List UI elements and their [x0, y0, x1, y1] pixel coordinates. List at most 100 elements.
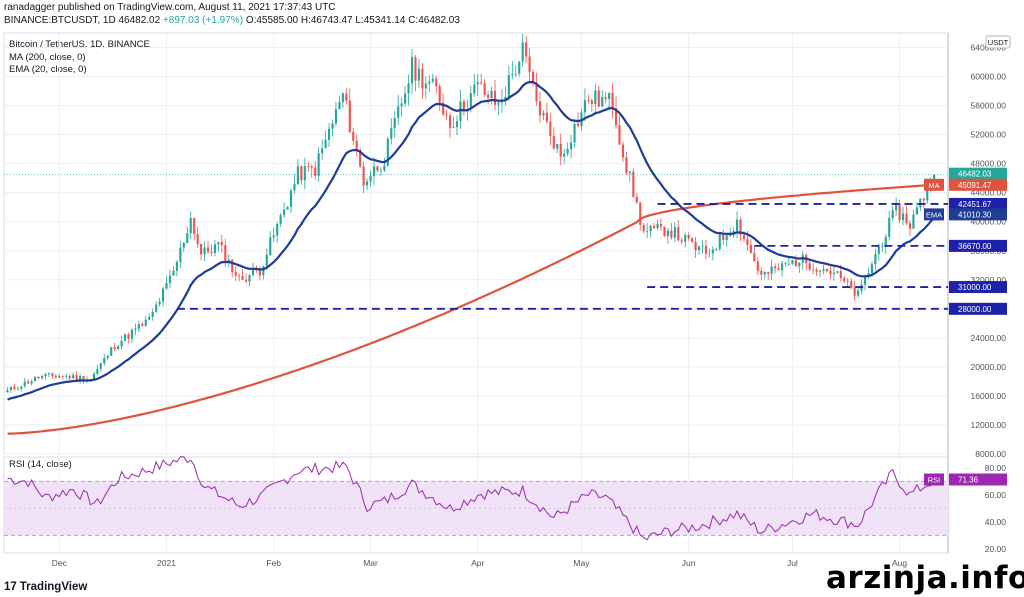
- candle-body: [725, 235, 728, 241]
- x-tick-label: Dec: [52, 558, 68, 568]
- tradingview-logo[interactable]: 17 TradingView: [4, 581, 87, 593]
- candle-body: [455, 121, 459, 128]
- rsi-tick-label: 20.00: [985, 544, 1007, 554]
- x-tick-label: Aug: [892, 558, 907, 568]
- candle-body: [293, 183, 296, 191]
- candle-body: [462, 101, 465, 112]
- y-tick-label: 40000.00: [971, 217, 1007, 227]
- candle-body: [659, 223, 663, 227]
- tradingview-brand: TradingView: [19, 581, 88, 593]
- candle-body: [117, 346, 120, 349]
- candle-body: [414, 57, 417, 81]
- candle-body: [469, 93, 472, 109]
- candle-body: [563, 153, 566, 157]
- candle-body: [359, 150, 362, 167]
- ohlc-low: L:45341.14: [355, 14, 406, 26]
- candle-body: [386, 138, 389, 166]
- candle-body: [92, 374, 95, 380]
- ema20-badge-label: EMA: [926, 210, 942, 219]
- x-tick-label: Jun: [682, 558, 696, 568]
- candle-body: [697, 246, 701, 250]
- candle-body: [137, 324, 140, 329]
- candle-body: [16, 388, 19, 390]
- candle-body: [248, 275, 251, 282]
- candle-body: [905, 213, 908, 224]
- candle-body: [791, 260, 794, 264]
- ma200-value-label: 45091.47: [958, 181, 992, 190]
- candle-body: [407, 83, 410, 94]
- candle-body: [445, 114, 448, 116]
- candle-body: [490, 90, 493, 98]
- candle-body: [753, 252, 756, 262]
- candle-body: [895, 203, 898, 211]
- candle-body: [912, 214, 915, 229]
- candle-body: [123, 334, 127, 341]
- candles-group: [6, 33, 936, 393]
- candle-body: [421, 68, 424, 89]
- candle-body: [514, 73, 517, 75]
- candle-body: [113, 347, 116, 349]
- candle-body: [846, 280, 849, 282]
- level-tag: [949, 281, 1007, 294]
- candle-body: [877, 246, 880, 254]
- candle-body: [182, 242, 185, 248]
- candle-body: [812, 269, 815, 271]
- candle-body: [915, 207, 918, 215]
- level-tag-label: 31000.00: [958, 283, 992, 292]
- candle-body: [372, 166, 376, 176]
- ohlc-high: H:46743.47: [300, 14, 353, 26]
- candle-body: [770, 266, 773, 274]
- candle-body: [573, 123, 576, 143]
- candle-body: [310, 166, 313, 168]
- ma200-badge: [924, 178, 944, 191]
- candle-body: [735, 219, 739, 232]
- candle-body: [590, 100, 593, 105]
- candle-body: [379, 170, 382, 172]
- candle-body: [531, 72, 535, 83]
- candle-body: [376, 166, 379, 171]
- candle-body: [677, 227, 680, 241]
- candle-body: [155, 304, 158, 312]
- candle-body: [850, 280, 853, 288]
- candle-body: [175, 261, 178, 271]
- candle-body: [23, 381, 26, 387]
- chart-header: ranadagger published on TradingView.com,…: [4, 2, 460, 27]
- candle-body: [587, 100, 590, 102]
- candle-body: [808, 263, 811, 270]
- candle-body: [217, 242, 220, 245]
- candle-body: [653, 225, 656, 229]
- candle-body: [369, 175, 372, 182]
- x-tick-label: Jul: [787, 558, 798, 568]
- candle-body: [251, 269, 255, 276]
- watermark: arzinja.info: [826, 560, 1024, 596]
- candle-body: [279, 215, 282, 224]
- level-tag-label: 36670.00: [958, 242, 992, 251]
- y-tick-label: 8000.00: [975, 449, 1006, 459]
- candle-body: [448, 115, 452, 128]
- candle-body: [362, 166, 365, 186]
- candle-body: [908, 223, 912, 229]
- candle-body: [583, 100, 586, 113]
- candle-body: [763, 272, 766, 275]
- candle-body: [570, 142, 573, 150]
- candle-body: [646, 231, 649, 232]
- y-tick-label: 12000.00: [971, 420, 1007, 430]
- candle-body: [926, 190, 929, 201]
- candle-body: [110, 347, 113, 356]
- candle-body: [839, 271, 842, 278]
- candle-body: [625, 157, 628, 174]
- candle-body: [424, 83, 427, 89]
- candle-body: [576, 123, 580, 127]
- candle-body: [694, 241, 697, 250]
- candle-body: [161, 288, 165, 302]
- candle-body: [874, 253, 877, 265]
- candle-body: [189, 218, 192, 234]
- candle-body: [393, 117, 396, 129]
- candle-body: [863, 276, 867, 285]
- candle-body: [203, 247, 206, 255]
- candle-body: [473, 84, 476, 94]
- candle-body: [61, 375, 64, 377]
- candle-body: [528, 56, 531, 73]
- candle-body: [51, 373, 54, 376]
